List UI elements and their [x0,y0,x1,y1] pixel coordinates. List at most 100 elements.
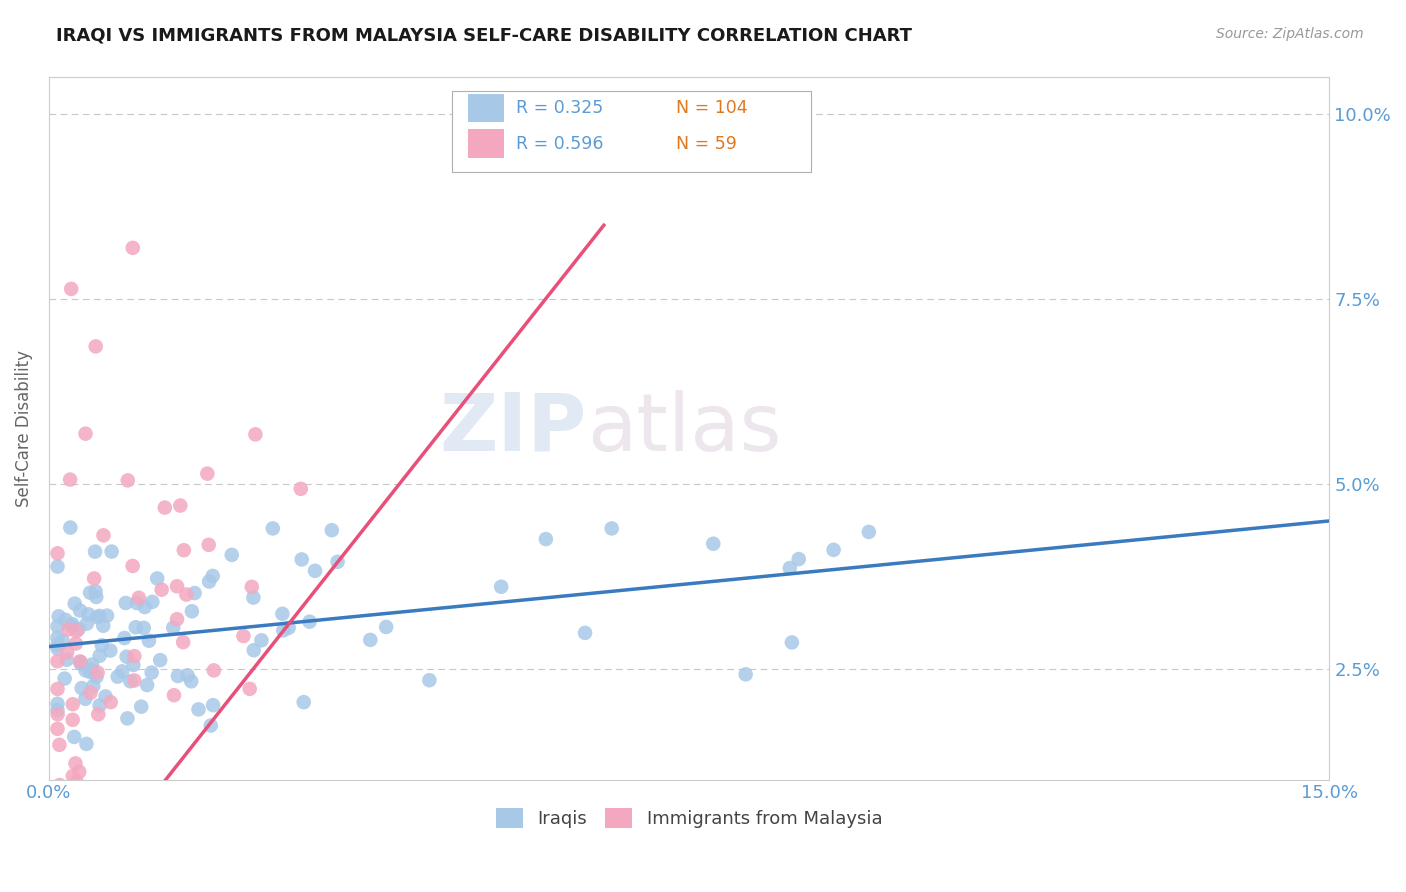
Point [84,339,107,353]
Point [46,788,69,802]
Point [65,756,87,771]
Point [180,604,202,618]
Point [46,619,69,633]
Point [114,631,136,645]
Point [162,621,184,635]
Point [221,548,243,562]
Point [100,544,122,558]
Point [84,590,107,604]
Point [138,633,160,648]
Point [195,467,218,481]
Point [141,595,163,609]
Point [239,681,262,696]
Point [124,649,146,664]
Point [55,788,77,802]
Point [96,608,118,623]
Point [94,690,117,704]
Point [271,607,294,621]
Point [141,665,163,680]
Point [166,612,188,626]
Point [277,621,299,635]
Text: ZIP: ZIP [440,390,586,467]
FancyBboxPatch shape [453,92,811,172]
Point [100,695,122,709]
Point [176,668,198,682]
Point [574,625,596,640]
Point [69,654,91,668]
Point [167,669,190,683]
Point [298,615,321,629]
Point [75,426,97,441]
Point [86,610,108,624]
Point [418,673,440,688]
Point [46,654,69,668]
Point [63,730,86,744]
Point [48,778,70,792]
Point [702,537,724,551]
Point [91,619,114,633]
Point [600,521,623,535]
Point [67,764,90,779]
Point [290,482,312,496]
Point [62,769,84,783]
Point [125,620,148,634]
Point [128,591,150,605]
Point [75,664,97,678]
Point [232,629,254,643]
Point [779,561,801,575]
Point [46,788,69,802]
Point [150,582,173,597]
Point [62,788,84,802]
Point [75,691,97,706]
Point [86,665,108,680]
Point [46,681,69,696]
Point [80,662,103,676]
Point [80,657,103,672]
Point [176,588,198,602]
Point [375,620,398,634]
Point [60,617,83,632]
Point [153,500,176,515]
Point [273,624,295,638]
Point [240,580,263,594]
Point [65,788,87,802]
Point [83,571,105,585]
Text: R = 0.596: R = 0.596 [516,135,603,153]
Point [359,632,381,647]
Point [823,542,845,557]
Point [87,707,110,722]
Point [53,613,76,627]
Point [60,282,83,296]
Point [304,564,326,578]
Point [201,569,224,583]
Point [787,552,810,566]
Point [90,638,112,652]
Point [89,609,111,624]
Point [200,718,222,732]
Point [82,679,104,693]
Text: IRAQI VS IMMIGRANTS FROM MALAYSIA SELF-CARE DISABILITY CORRELATION CHART: IRAQI VS IMMIGRANTS FROM MALAYSIA SELF-C… [56,27,912,45]
Point [77,788,100,802]
Point [121,241,143,255]
Text: R = 0.325: R = 0.325 [516,99,603,118]
Point [89,698,111,713]
Point [111,665,134,679]
Point [69,655,91,669]
Point [858,524,880,539]
Point [326,555,349,569]
Point [169,499,191,513]
Point [202,664,225,678]
Point [183,586,205,600]
Point [321,523,343,537]
Point [202,698,225,713]
Point [120,674,142,689]
Point [86,670,108,684]
Point [166,579,188,593]
Point [134,600,156,615]
Point [58,623,80,637]
Point [65,636,87,650]
Point [122,657,145,672]
Point [89,648,111,663]
Point [70,681,93,695]
Point [242,643,264,657]
